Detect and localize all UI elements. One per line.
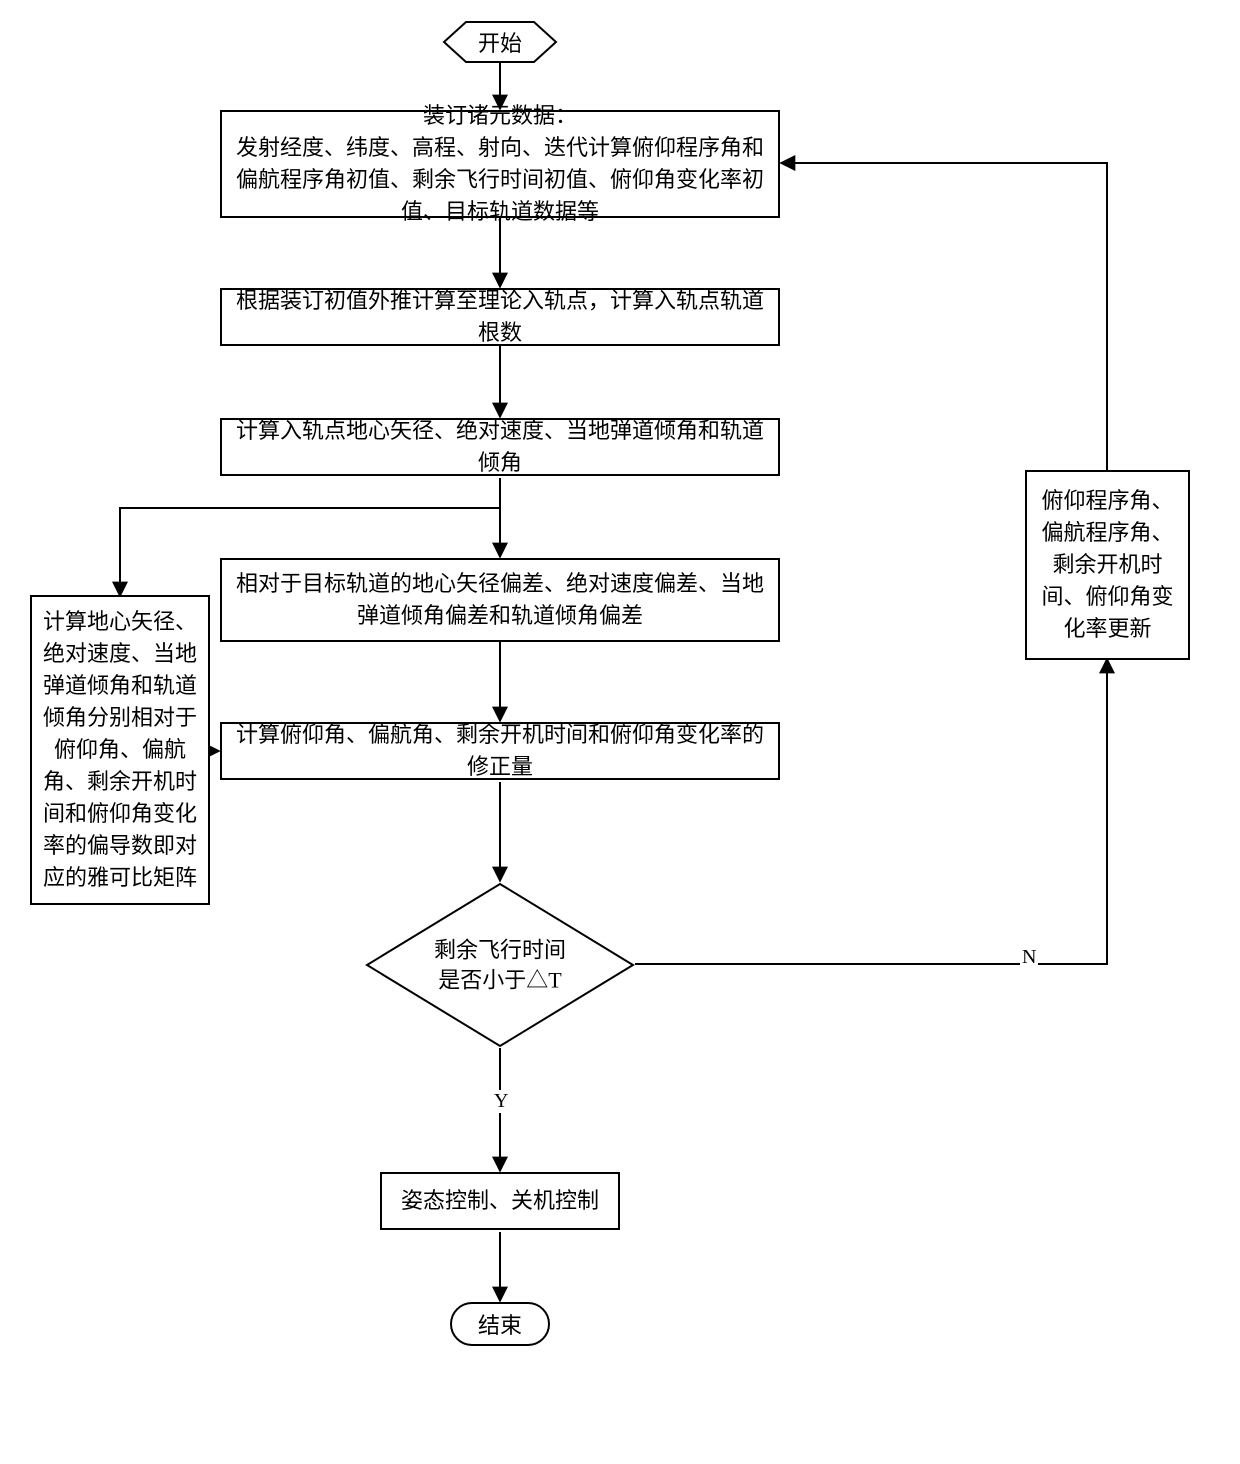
box-update: 俯仰程序角、偏航程序角、剩余开机时间、俯仰角变化率更新 bbox=[1025, 470, 1190, 660]
box-compute-corrections: 计算俯仰角、偏航角、剩余开机时间和俯仰角变化率的修正量 bbox=[220, 722, 780, 780]
box-extrapolate: 根据装订初值外推计算至理论入轨点，计算入轨点轨道根数 bbox=[220, 288, 780, 346]
b2-text: 根据装订初值外推计算至理论入轨点，计算入轨点轨道根数 bbox=[234, 285, 766, 349]
box-jacobian: 计算地心矢径、绝对速度、当地弹道倾角和轨道倾角分别相对于俯仰角、偏航角、剩余开机… bbox=[30, 595, 210, 905]
start-terminal: 开始 bbox=[442, 20, 558, 64]
decision-line2: 是否小于△T bbox=[434, 965, 566, 995]
box-bind-data: 装订诸元数据： 发射经度、纬度、高程、射向、迭代计算俯仰程序角和偏航程序角初值、… bbox=[220, 110, 780, 218]
edge-label-yes: Y bbox=[492, 1090, 510, 1113]
decision-remaining-time: 剩余飞行时间 是否小于△T bbox=[365, 882, 635, 1048]
side-left-text: 计算地心矢径、绝对速度、当地弹道倾角和轨道倾角分别相对于俯仰角、偏航角、剩余开机… bbox=[38, 606, 202, 893]
box-attitude-shutdown: 姿态控制、关机控制 bbox=[380, 1172, 620, 1230]
box-compute-orbit-params: 计算入轨点地心矢径、绝对速度、当地弹道倾角和轨道倾角 bbox=[220, 418, 780, 476]
b4-text: 相对于目标轨道的地心矢径偏差、绝对速度偏差、当地弹道倾角偏差和轨道倾角偏差 bbox=[234, 568, 766, 632]
edge-label-no: N bbox=[1020, 946, 1038, 969]
b3-text: 计算入轨点地心矢径、绝对速度、当地弹道倾角和轨道倾角 bbox=[234, 415, 766, 479]
b1-title: 装订诸元数据： bbox=[234, 100, 766, 132]
b1-body: 发射经度、纬度、高程、射向、迭代计算俯仰程序角和偏航程序角初值、剩余飞行时间初值… bbox=[234, 132, 766, 228]
box-compute-deviations: 相对于目标轨道的地心矢径偏差、绝对速度偏差、当地弹道倾角偏差和轨道倾角偏差 bbox=[220, 558, 780, 642]
start-label: 开始 bbox=[478, 26, 522, 58]
side-right-text: 俯仰程序角、偏航程序角、剩余开机时间、俯仰角变化率更新 bbox=[1033, 485, 1182, 644]
end-label: 结束 bbox=[478, 1308, 522, 1340]
end-terminal: 结束 bbox=[450, 1302, 550, 1346]
decision-line1: 剩余飞行时间 bbox=[434, 935, 566, 965]
b6-text: 姿态控制、关机控制 bbox=[401, 1185, 599, 1217]
b5-text: 计算俯仰角、偏航角、剩余开机时间和俯仰角变化率的修正量 bbox=[234, 719, 766, 783]
